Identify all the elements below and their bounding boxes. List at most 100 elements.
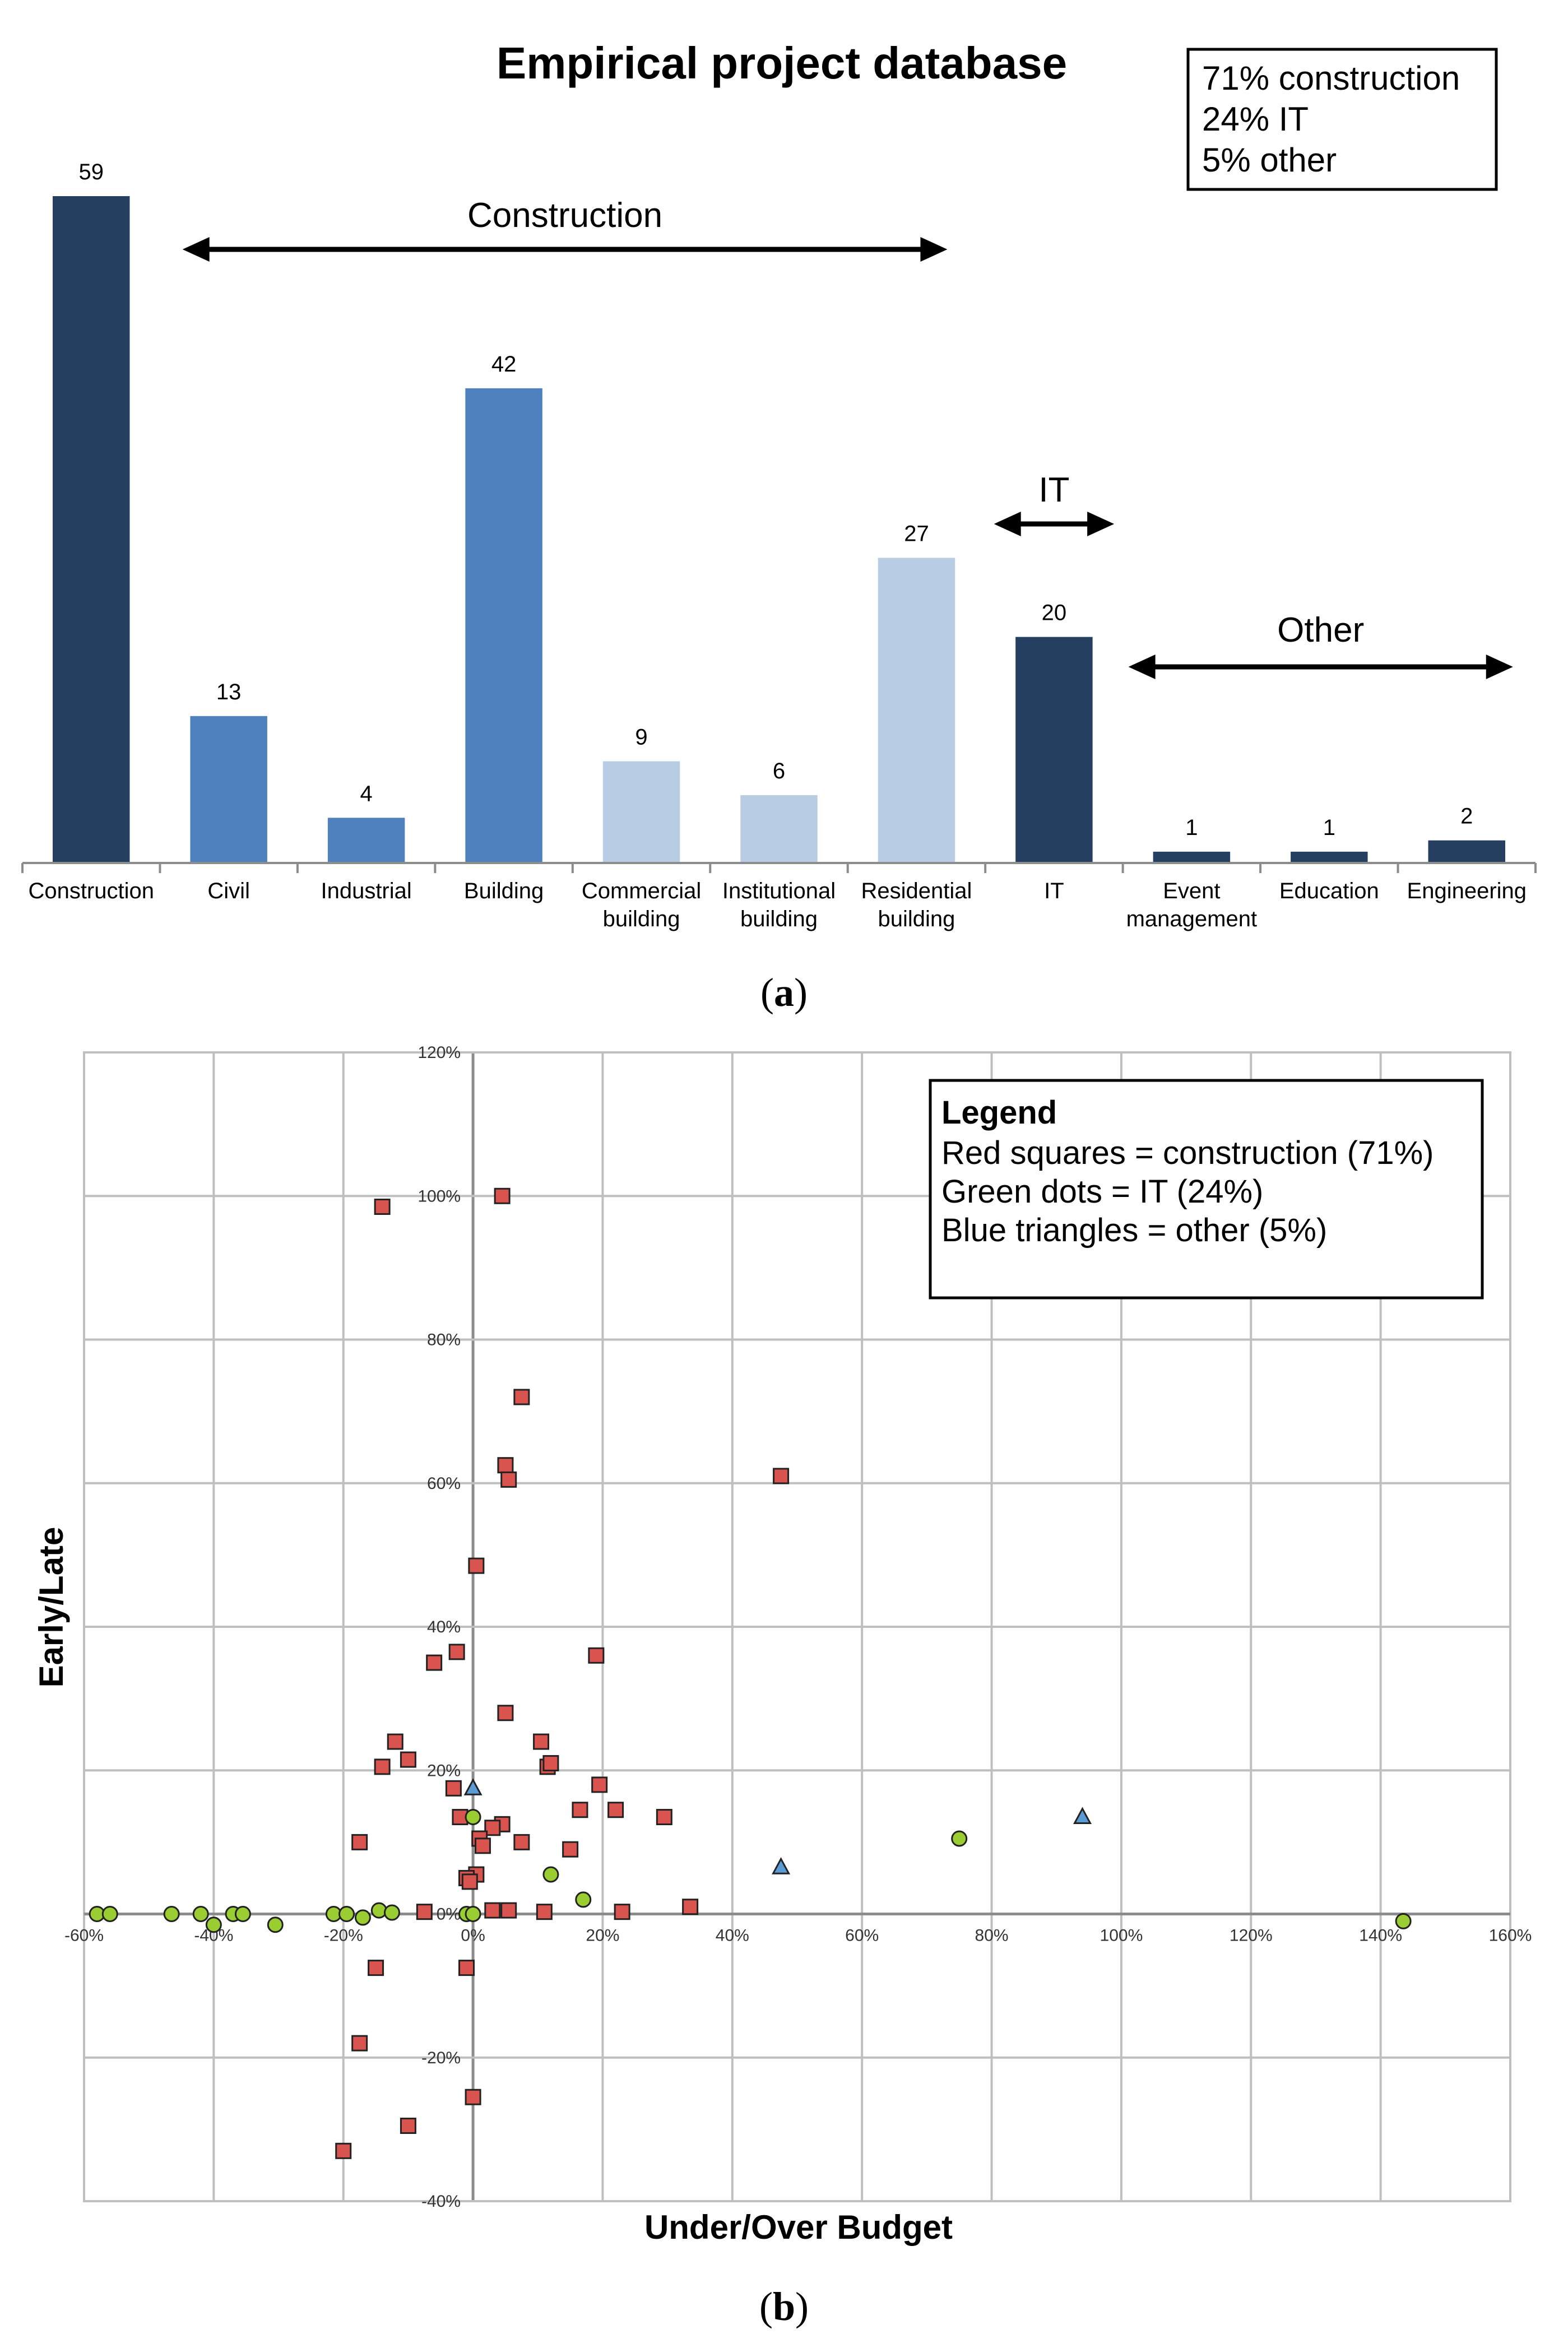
annotation-arrow-head [994,512,1021,536]
annotation-arrow-head [1087,512,1115,536]
construction-point [513,1389,530,1405]
it-point [370,1902,387,1919]
construction-point [400,1751,416,1768]
x-tick-label: 40% [716,1927,749,1945]
x-tick-label: 140% [1359,1927,1402,1945]
construction-point [448,1644,465,1660]
x-tick-label: Institutional building [722,879,836,931]
it-point [465,1906,481,1922]
x-tick-label: 60% [845,1927,879,1945]
annotation-arrow-head [1128,655,1156,679]
bar [53,196,130,863]
construction-point [374,1758,391,1775]
annotation-arrow-head [1486,655,1513,679]
construction-point [542,1755,559,1771]
scatter-chart-figure: -60% -40% -20% 0% 20% 40% 60% 80% 100% 120% 140% 16… [0,1031,1568,2329]
construction-point [387,1733,403,1750]
it-point [205,1917,222,1933]
x-tick-label: -60% [64,1927,104,1945]
construction-point [773,1468,790,1484]
annotation-label: Other [1277,611,1364,649]
bar-value-label: 13 [216,680,242,704]
bar [1015,637,1093,863]
y-tick-label: -20% [421,2049,461,2067]
x-tick-label: Construction [28,879,154,903]
it-point [465,1809,481,1826]
scatter-chart: -60% -40% -20% 0% 20% 40% 60% 80% 100% 120% 140% 16… [33,1043,1532,2246]
it-point [192,1906,209,1922]
x-tick-label: Engineering [1407,879,1527,903]
construction-point [591,1776,608,1793]
construction-point [588,1647,605,1664]
bar-value-label: 1 [1323,815,1335,840]
x-tick-label: Building [464,879,544,903]
caption-b-letter: b [772,2284,796,2329]
it-point [1395,1913,1412,1929]
legend: Legend Red squares = construction (71%) … [929,1079,1484,1300]
bar-value-label: 1 [1185,815,1198,840]
construction-point [500,1471,517,1488]
legend-title: Legend [941,1094,1057,1131]
x-tick-label: -20% [324,1927,363,1945]
it-point [542,1866,559,1883]
construction-point [607,1802,624,1818]
bar-value-label: 59 [78,160,104,184]
construction-point [572,1802,588,1818]
x-tick-label: 0% [461,1927,485,1945]
other-point [1073,1807,1092,1825]
construction-point [500,1902,517,1919]
bar-chart-figure: Empirical project database 71% construct… [0,0,1568,1015]
y-axis-label: Early/Late [33,1527,70,1688]
info-box-line: 5% other [1202,141,1337,179]
y-tick-label: 80% [427,1331,461,1349]
bar-value-label: 2 [1460,804,1473,829]
construction-point [536,1904,553,1920]
construction-point [374,1198,391,1215]
bar-value-label: 20 [1042,601,1067,625]
construction-point [656,1809,672,1826]
it-point [575,1891,592,1908]
bar [602,761,680,863]
y-tick-label: 120% [417,1043,461,1062]
bar-value-label: 6 [773,759,785,783]
bar [327,818,405,863]
construction-point [562,1841,579,1858]
bar-value-label: 9 [635,725,647,749]
x-tick-label: 160% [1489,1927,1532,1945]
construction-point [513,1834,530,1850]
construction-point [468,1557,485,1574]
group-annotations: Construction IT Other [182,196,1513,679]
y-tick-label: 40% [427,1618,461,1636]
construction-point [484,1902,501,1919]
annotation-label: IT [1038,471,1069,509]
legend-entry-it: Green dots = IT (24%) [941,1173,1263,1210]
caption-a: (a) [760,970,808,1015]
construction-point [445,1780,462,1797]
construction-point [426,1654,443,1671]
annotation-arrow-head [182,237,210,262]
it-point [951,1830,968,1847]
bar [878,558,955,863]
info-box-line: 71% construction [1202,59,1460,97]
x-axis-label: Under/Over Budget [644,2208,953,2246]
construction-point [497,1457,514,1474]
construction-point [416,1904,433,1920]
legend-entry-other: Blue triangles = other (5%) [941,1212,1327,1249]
construction-point [497,1705,514,1721]
y-tick-label: 20% [427,1761,461,1780]
construction-point [351,2035,368,2052]
it-point [354,1909,371,1926]
construction-point [533,1733,550,1750]
info-box: 71% construction 24% IT 5% other [1186,48,1498,191]
construction-point [400,2117,416,2134]
x-tick-label: 120% [1230,1927,1273,1945]
caption-b: (b) [759,2284,809,2329]
x-tick-label: IT [1044,879,1064,903]
it-point [267,1917,284,1933]
annotation-label: Construction [467,196,662,235]
x-tick-label: Civil [207,879,250,903]
construction-point [458,1960,475,1976]
bar [1428,840,1505,863]
it-point [163,1906,180,1922]
